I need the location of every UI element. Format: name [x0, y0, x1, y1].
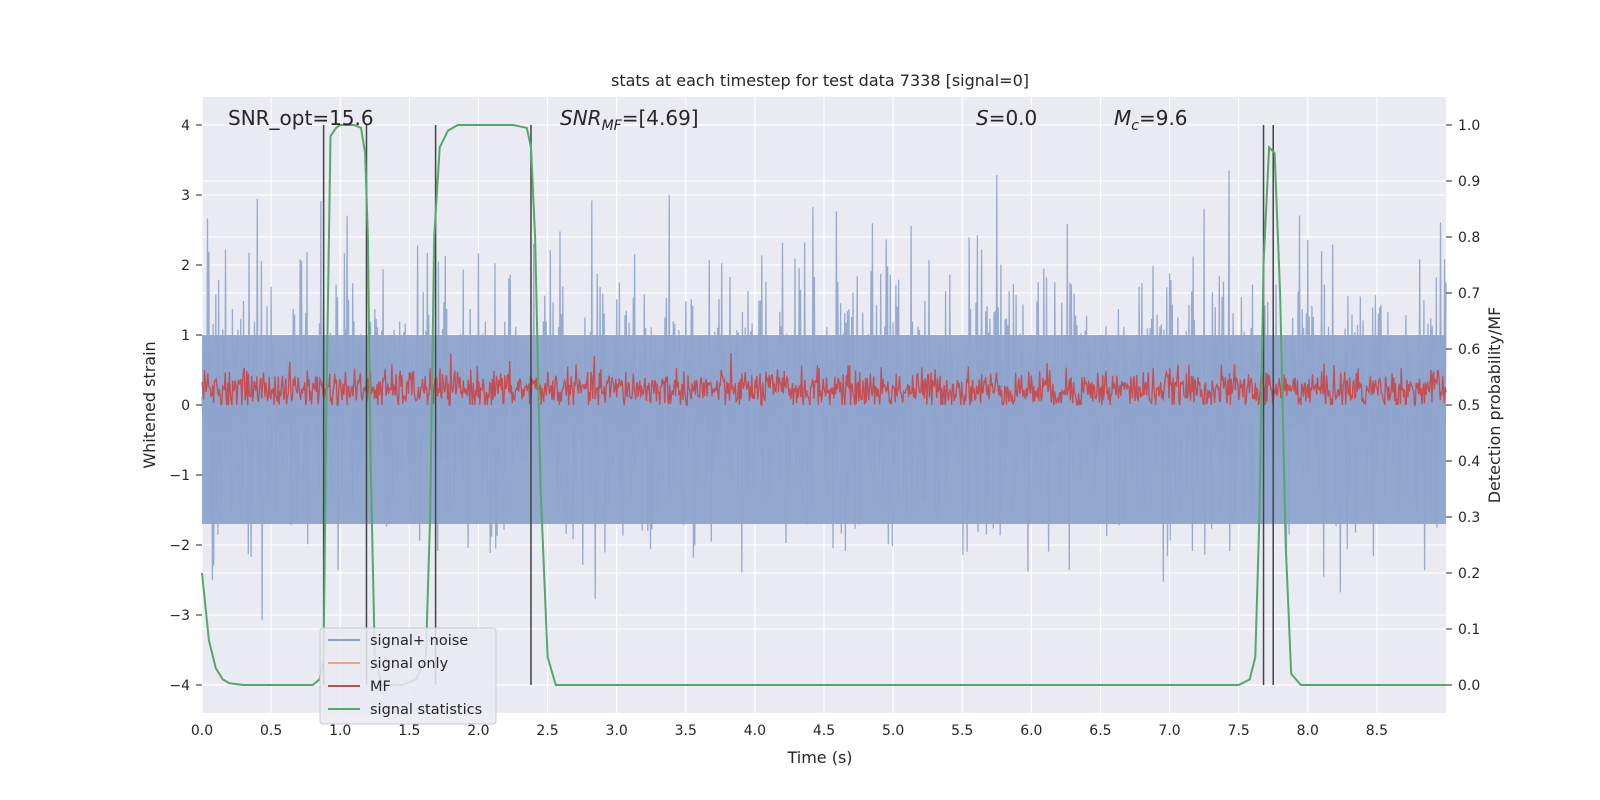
y-axis-ticks: 4 3 2 1 0 −1 −2 −3 −4 — [169, 118, 202, 694]
x-tick-label: 7.0 — [1158, 723, 1180, 739]
mf-series — [201, 353, 1447, 406]
x-tick-label: 3.5 — [675, 723, 697, 739]
annotation-mc: Mc=9.6 — [1114, 106, 1188, 134]
y-tick-label: −3 — [169, 608, 190, 624]
y-axis-label: Whitened strain — [140, 341, 159, 468]
y-tick-label: 2 — [181, 258, 190, 274]
y-tick-label: 4 — [181, 118, 190, 134]
legend-box — [319, 627, 497, 725]
legend-label-signal-noise: signal+ noise — [370, 633, 468, 649]
mf-line — [201, 353, 1447, 406]
y-tick-label: −4 — [169, 678, 190, 694]
x-tick-label: 2.5 — [536, 723, 558, 739]
legend-label-signal-statistics: signal statistics — [370, 702, 482, 718]
x-axis-ticks: 0.0 0.5 1.0 1.5 2.0 2.5 3.0 3.5 4.0 4.5 5.0 5.5 6.0 6… — [191, 723, 1388, 739]
y2-tick-label: 0.3 — [1458, 510, 1480, 526]
x-tick-label: 5.5 — [951, 723, 973, 739]
x-tick-label: 6.0 — [1020, 723, 1042, 739]
y2-tick-label: 1.0 — [1458, 118, 1480, 134]
y2-axis-label: Detection probability/MF — [1485, 307, 1504, 504]
y2-tick-label: 0.2 — [1458, 566, 1480, 582]
y2-tick-label: 0.6 — [1458, 342, 1480, 358]
y2-tick-label: 0.7 — [1458, 286, 1480, 302]
legend: signal+ noise signal only MF signal stat… — [319, 627, 497, 725]
y2-tick-label: 0.8 — [1458, 230, 1480, 246]
x-tick-label: 0.5 — [260, 723, 282, 739]
y2-tick-label: 0.1 — [1458, 622, 1480, 638]
signal-noise-series — [201, 170, 1447, 621]
x-tick-label: 3.0 — [606, 723, 628, 739]
y-tick-label: 3 — [181, 188, 190, 204]
x-tick-label: 0.0 — [191, 723, 213, 739]
x-tick-label: 8.0 — [1297, 723, 1319, 739]
annotation-s: S=0.0 — [976, 106, 1037, 130]
x-tick-label: 7.5 — [1228, 723, 1250, 739]
y-tick-label: 0 — [181, 398, 190, 414]
y2-axis-ticks: 1.0 0.9 0.8 0.7 0.6 0.5 0.4 0.3 0.2 0.1 0.0 — [1446, 118, 1480, 694]
y-tick-label: −2 — [169, 538, 190, 554]
y-tick-label: −1 — [169, 468, 190, 484]
signal-noise-band — [202, 335, 1446, 524]
y2-tick-label: 0.0 — [1458, 678, 1480, 694]
x-tick-label: 6.5 — [1089, 723, 1111, 739]
x-tick-label: 5.0 — [882, 723, 904, 739]
x-tick-label: 2.0 — [467, 723, 489, 739]
legend-label-signal-only: signal only — [370, 656, 449, 672]
annotation-snr-mf: SNRMF=[4.69] — [560, 106, 699, 134]
x-axis-label: Time (s) — [786, 748, 852, 767]
x-tick-label: 4.5 — [813, 723, 835, 739]
y2-tick-label: 0.5 — [1458, 398, 1480, 414]
x-tick-label: 1.0 — [329, 723, 351, 739]
legend-label-mf: MF — [370, 679, 391, 695]
y2-tick-label: 0.9 — [1458, 174, 1480, 190]
x-tick-label: 1.5 — [398, 723, 420, 739]
x-tick-label: 8.5 — [1366, 723, 1388, 739]
y2-tick-label: 0.4 — [1458, 454, 1480, 470]
annotation-snr-opt: SNR_opt=15.6 — [228, 106, 374, 130]
chart-title: stats at each timestep for test data 733… — [611, 71, 1029, 90]
x-tick-label: 4.0 — [744, 723, 766, 739]
y-tick-label: 1 — [181, 328, 190, 344]
